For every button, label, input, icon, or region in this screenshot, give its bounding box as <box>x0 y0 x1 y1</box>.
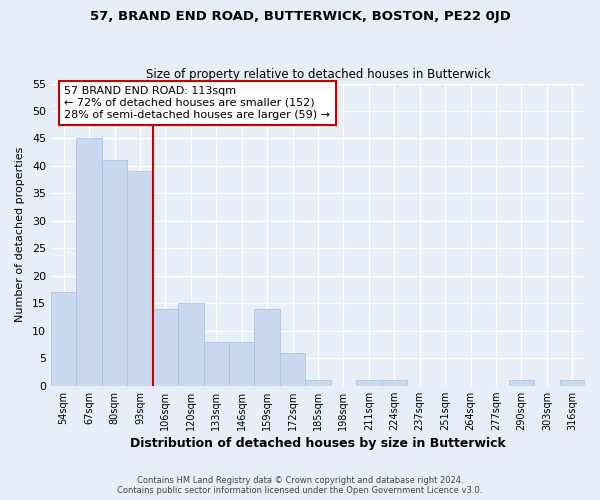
Bar <box>305 380 331 386</box>
Y-axis label: Number of detached properties: Number of detached properties <box>15 147 25 322</box>
Bar <box>280 352 305 386</box>
Bar <box>356 380 382 386</box>
Bar <box>76 138 102 386</box>
Bar <box>51 292 76 386</box>
Bar <box>229 342 254 386</box>
Bar <box>509 380 534 386</box>
X-axis label: Distribution of detached houses by size in Butterwick: Distribution of detached houses by size … <box>130 437 506 450</box>
Bar <box>102 160 127 386</box>
Text: 57, BRAND END ROAD, BUTTERWICK, BOSTON, PE22 0JD: 57, BRAND END ROAD, BUTTERWICK, BOSTON, … <box>89 10 511 23</box>
Text: Contains HM Land Registry data © Crown copyright and database right 2024.
Contai: Contains HM Land Registry data © Crown c… <box>118 476 482 495</box>
Bar <box>152 309 178 386</box>
Bar <box>254 309 280 386</box>
Bar <box>382 380 407 386</box>
Bar <box>560 380 585 386</box>
Bar <box>127 172 152 386</box>
Title: Size of property relative to detached houses in Butterwick: Size of property relative to detached ho… <box>146 68 490 81</box>
Text: 57 BRAND END ROAD: 113sqm
← 72% of detached houses are smaller (152)
28% of semi: 57 BRAND END ROAD: 113sqm ← 72% of detac… <box>64 86 330 120</box>
Bar <box>178 304 203 386</box>
Bar <box>203 342 229 386</box>
